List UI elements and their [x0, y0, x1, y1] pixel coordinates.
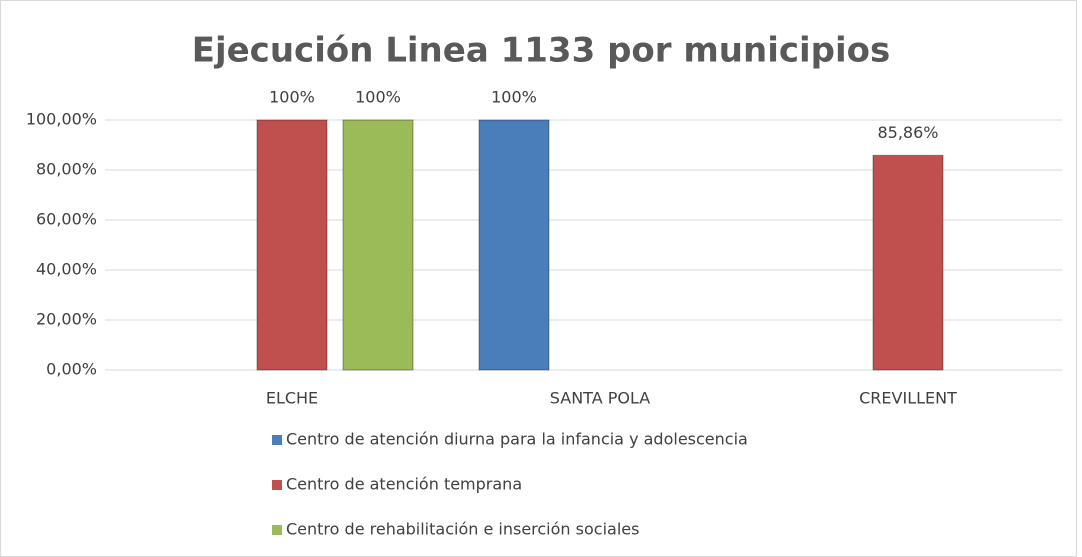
data-label: 85,86%: [877, 123, 938, 142]
y-tick-label: 20,00%: [36, 310, 97, 329]
data-label: 100%: [269, 88, 315, 107]
y-tick-label: 60,00%: [36, 210, 97, 229]
bar: [256, 119, 328, 371]
y-tick-label: 100,00%: [26, 110, 97, 129]
bar: [872, 154, 944, 371]
legend-marker: [272, 435, 282, 445]
legend-marker: [272, 480, 282, 490]
x-tick-label: CREVILLENT: [859, 389, 957, 408]
legend-label: Centro de rehabilitación e inserción soc…: [286, 520, 639, 539]
x-tick-label: ELCHE: [266, 389, 318, 408]
legend-marker: [272, 525, 282, 535]
y-tick-label: 0,00%: [46, 360, 97, 379]
bar: [342, 119, 414, 371]
data-label: 100%: [355, 88, 401, 107]
x-tick-label: SANTA POLA: [550, 389, 650, 408]
y-tick-label: 80,00%: [36, 160, 97, 179]
y-tick-label: 40,00%: [36, 260, 97, 279]
bar: [478, 119, 550, 371]
legend-label: Centro de atención temprana: [286, 475, 522, 494]
data-label: 100%: [491, 88, 537, 107]
chart-title: Ejecución Linea 1133 por municipios: [192, 31, 891, 71]
legend-label: Centro de atención diurna para la infanc…: [286, 430, 748, 449]
